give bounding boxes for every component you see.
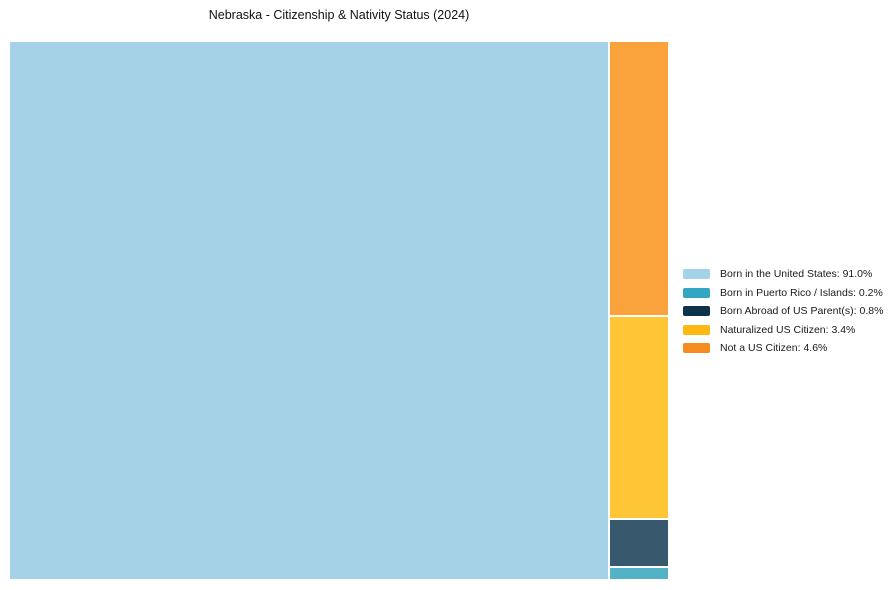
- legend-item-naturalized-us-citizen[interactable]: Naturalized US Citizen: 3.4%: [683, 321, 883, 340]
- legend-swatch-naturalized-us-citizen: [683, 324, 710, 335]
- treemap-plot-area: [10, 42, 668, 579]
- legend-item-born-abroad-of-us-parents[interactable]: Born Abroad of US Parent(s): 0.8%: [683, 302, 883, 321]
- treemap-cell-born-in-the-united-states[interactable]: [10, 42, 608, 579]
- legend-label-not-a-us-citizen: Not a US Citizen: 4.6%: [720, 342, 828, 355]
- treemap-cell-born-abroad-of-us-parents[interactable]: [609, 520, 668, 567]
- legend-item-not-a-us-citizen[interactable]: Not a US Citizen: 4.6%: [683, 339, 883, 358]
- legend-swatch-born-abroad-of-us-parents: [683, 306, 710, 317]
- legend-label-born-abroad-of-us-parents: Born Abroad of US Parent(s): 0.8%: [720, 305, 884, 318]
- legend-swatch-not-a-us-citizen: [683, 343, 710, 354]
- legend-label-born-in-puerto-rico-islands: Born in Puerto Rico / Islands: 0.2%: [720, 286, 883, 299]
- treemap-cell-not-a-us-citizen[interactable]: [609, 42, 668, 316]
- legend-swatch-born-in-the-united-states: [683, 269, 710, 280]
- chart-title: Nebraska - Citizenship & Nativity Status…: [208, 8, 470, 22]
- chart-legend: Born in the United States: 91.0% Born in…: [683, 265, 883, 358]
- legend-swatch-born-in-puerto-rico-islands: [683, 287, 710, 298]
- treemap-cell-born-in-puerto-rico-islands[interactable]: [609, 568, 668, 579]
- legend-label-naturalized-us-citizen: Naturalized US Citizen: 3.4%: [720, 323, 856, 336]
- legend-item-born-in-the-united-states[interactable]: Born in the United States: 91.0%: [683, 265, 883, 284]
- legend-item-born-in-puerto-rico-islands[interactable]: Born in Puerto Rico / Islands: 0.2%: [683, 284, 883, 303]
- legend-label-born-in-the-united-states: Born in the United States: 91.0%: [720, 268, 873, 281]
- treemap-cell-naturalized-us-citizen[interactable]: [609, 317, 668, 519]
